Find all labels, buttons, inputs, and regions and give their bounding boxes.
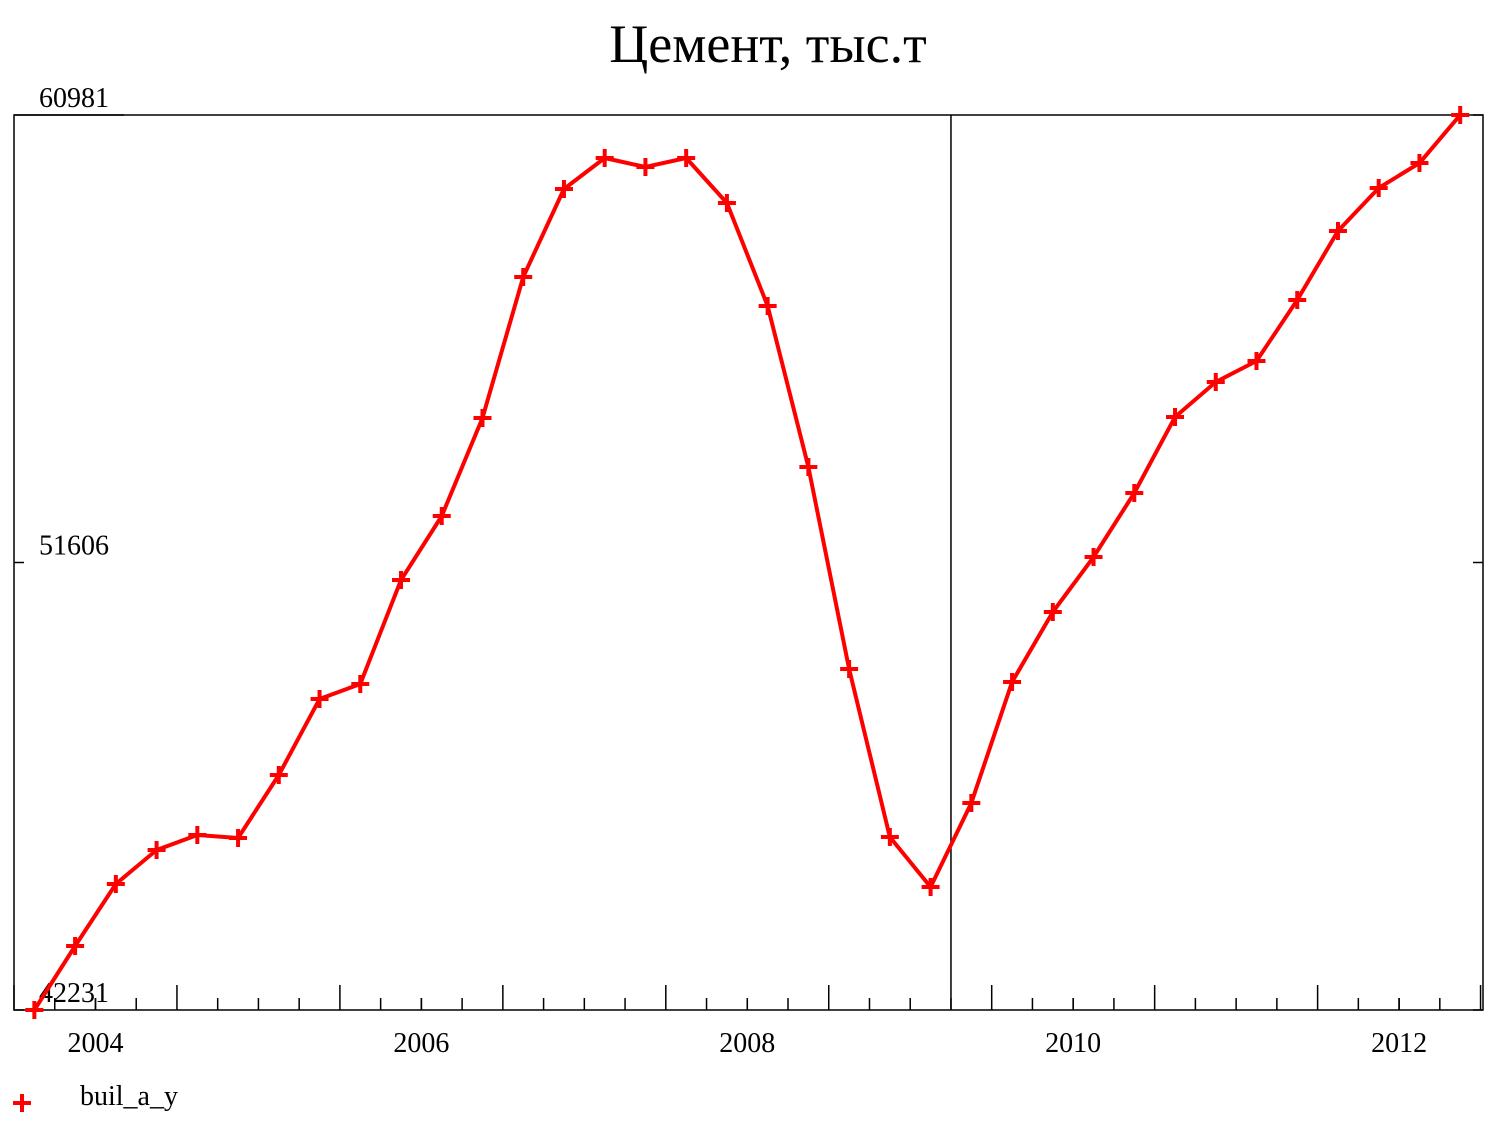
legend-label: buil_a_y — [80, 1081, 178, 1112]
marker — [1003, 672, 1022, 691]
marker — [1247, 352, 1266, 371]
marker — [1288, 291, 1307, 310]
marker — [554, 179, 573, 198]
marker — [188, 826, 207, 845]
marker — [758, 296, 777, 315]
marker — [106, 874, 125, 893]
marker — [595, 149, 614, 168]
marker — [1084, 548, 1103, 567]
legend-marker — [13, 1094, 31, 1112]
marker — [1451, 106, 1470, 124]
marker — [921, 877, 940, 896]
marker — [473, 408, 492, 427]
marker — [392, 571, 411, 590]
marker — [677, 149, 696, 168]
x-tick-label: 2008 — [719, 1028, 775, 1059]
x-tick-label: 2012 — [1371, 1028, 1427, 1059]
x-tick-label: 2006 — [393, 1028, 449, 1059]
marker — [1369, 178, 1388, 197]
plot-frame — [13, 114, 1484, 1011]
x-tick-label: 2010 — [1045, 1028, 1101, 1059]
marker — [269, 766, 288, 785]
chart-title: Цемент, тыс.т — [609, 14, 927, 74]
marker — [1410, 154, 1429, 173]
marker — [799, 457, 818, 476]
marker — [432, 507, 451, 526]
line — [32, 113, 1462, 1012]
marker — [229, 829, 248, 848]
x-tick-label: 2004 — [67, 1028, 123, 1059]
marker — [66, 936, 85, 955]
marker — [1043, 602, 1062, 621]
marker — [514, 268, 533, 287]
marker — [840, 659, 859, 678]
marker — [880, 828, 899, 847]
marker — [351, 674, 370, 693]
y-tick-label: 51606 — [39, 531, 109, 562]
marker — [636, 157, 655, 176]
marker — [1206, 373, 1225, 392]
marker — [1166, 408, 1185, 427]
marker — [717, 193, 736, 212]
marker — [962, 793, 981, 812]
y-tick-label: 60981 — [39, 83, 109, 114]
marker — [147, 840, 166, 859]
marker — [25, 1001, 44, 1019]
marker — [1328, 221, 1347, 240]
marker — [1125, 484, 1144, 502]
marker — [310, 690, 329, 709]
